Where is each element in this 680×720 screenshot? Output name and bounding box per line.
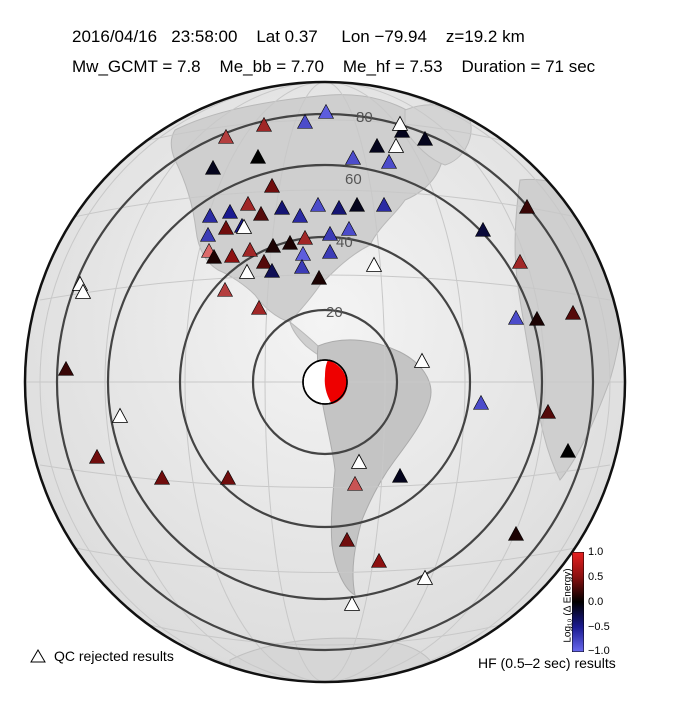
- colorbar-tick-2: 0.5: [588, 571, 604, 583]
- colorbar-tick-5: −1.0: [588, 645, 610, 657]
- station-triangle: [153, 469, 171, 485]
- ring-label-40: 40: [336, 234, 353, 251]
- station-triangle: [330, 199, 348, 215]
- station-triangle: [255, 253, 273, 269]
- station-triangle: [338, 531, 356, 547]
- station-triangle: [518, 198, 536, 214]
- event-header-line1: 2016/04/16 23:58:00 Lat 0.37 Lon −79.94 …: [72, 27, 525, 46]
- ring-20: [251, 308, 399, 456]
- station-triangle: [368, 137, 386, 153]
- station-triangle: [321, 225, 339, 241]
- station-triangle: [296, 229, 314, 245]
- ring-label-80: 80: [356, 109, 373, 126]
- ring-60: [106, 163, 544, 601]
- station-triangle: [223, 247, 241, 263]
- qc-rejected-triangle: [111, 407, 129, 423]
- station-triangle: [474, 221, 492, 237]
- qc-rejected-triangle: [343, 595, 361, 611]
- station-triangle: [199, 226, 217, 242]
- ring-label-60: 60: [345, 171, 362, 188]
- station-triangle: [559, 442, 577, 458]
- station-triangle: [375, 196, 393, 212]
- event-header-line2: Mw_GCMT = 7.8 Me_bb = 7.70 Me_hf = 7.53 …: [72, 57, 596, 76]
- station-triangle: [348, 196, 366, 212]
- qc-legend-label: QC rejected results: [54, 648, 174, 664]
- station-triangle: [293, 258, 311, 274]
- qc-rejected-triangle: [74, 283, 92, 299]
- qc-legend: QC rejected results: [30, 648, 174, 664]
- qc-rejected-triangle: [235, 218, 253, 234]
- qc-rejected-triangle: [413, 352, 431, 368]
- station-triangle: [252, 205, 270, 221]
- station-triangle: [241, 241, 259, 257]
- colorbar: Log₁₀ (Δ Energy) 1.0 0.5 0.0 −0.5 −1.0: [560, 546, 660, 658]
- station-triangle: [201, 207, 219, 223]
- station-triangle: [217, 219, 235, 235]
- focal-mechanism-beachball: [302, 359, 348, 405]
- station-triangle: [507, 525, 525, 541]
- station-triangle: [263, 177, 281, 193]
- station-triangle: [370, 552, 388, 568]
- station-triangle: [217, 128, 235, 144]
- colorbar-tick-3: 0.0: [588, 596, 604, 608]
- station-triangle: [281, 234, 299, 250]
- station-triangle: [250, 299, 268, 315]
- station-triangle: [380, 153, 398, 169]
- station-triangle: [340, 220, 358, 236]
- station-triangle: [273, 199, 291, 215]
- station-markers: [57, 103, 582, 568]
- colorbar-tick-4: −0.5: [588, 621, 610, 633]
- qc-rejected-triangle: [391, 115, 409, 131]
- station-triangle: [391, 467, 409, 483]
- colorbar-ramp: [572, 552, 584, 652]
- station-triangle: [249, 148, 267, 164]
- station-triangle: [321, 243, 339, 259]
- qc-triangle-icon: [30, 649, 46, 663]
- station-triangle: [507, 309, 525, 325]
- qc-rejected-triangle: [387, 137, 405, 153]
- station-triangle: [511, 253, 529, 269]
- station-triangle: [263, 262, 281, 278]
- station-triangle: [310, 269, 328, 285]
- qc-rejected-triangle: [416, 569, 434, 585]
- station-triangle: [255, 116, 273, 132]
- station-triangle: [564, 304, 582, 320]
- station-triangle: [204, 159, 222, 175]
- globe-outline: [23, 80, 627, 684]
- hf-legend-label: HF (0.5–2 sec) results: [478, 655, 616, 671]
- station-triangle: [88, 448, 106, 464]
- colorbar-tick-1: 1.0: [588, 546, 604, 558]
- qc-rejected-markers: [71, 115, 434, 611]
- station-triangle: [239, 195, 257, 211]
- station-triangle: [291, 207, 309, 223]
- station-triangle: [294, 245, 312, 261]
- station-triangle: [57, 360, 75, 376]
- station-triangle: [264, 237, 282, 253]
- station-triangle: [317, 103, 335, 119]
- qc-rejected-triangle: [238, 263, 256, 279]
- ring-label-20: 20: [326, 304, 343, 321]
- station-triangle: [416, 130, 434, 146]
- qc-rejected-triangle: [350, 453, 368, 469]
- station-triangle: [219, 469, 237, 485]
- station-triangle: [472, 394, 490, 410]
- station-triangle: [309, 196, 327, 212]
- station-triangle: [205, 248, 223, 264]
- station-triangle: [344, 149, 362, 165]
- station-triangle: [539, 403, 557, 419]
- station-triangle: [296, 113, 314, 129]
- station-triangle: [216, 281, 234, 297]
- qc-rejected-triangle: [365, 256, 383, 272]
- station-triangle: [221, 203, 239, 219]
- station-triangle: [528, 310, 546, 326]
- station-triangle: [346, 475, 364, 491]
